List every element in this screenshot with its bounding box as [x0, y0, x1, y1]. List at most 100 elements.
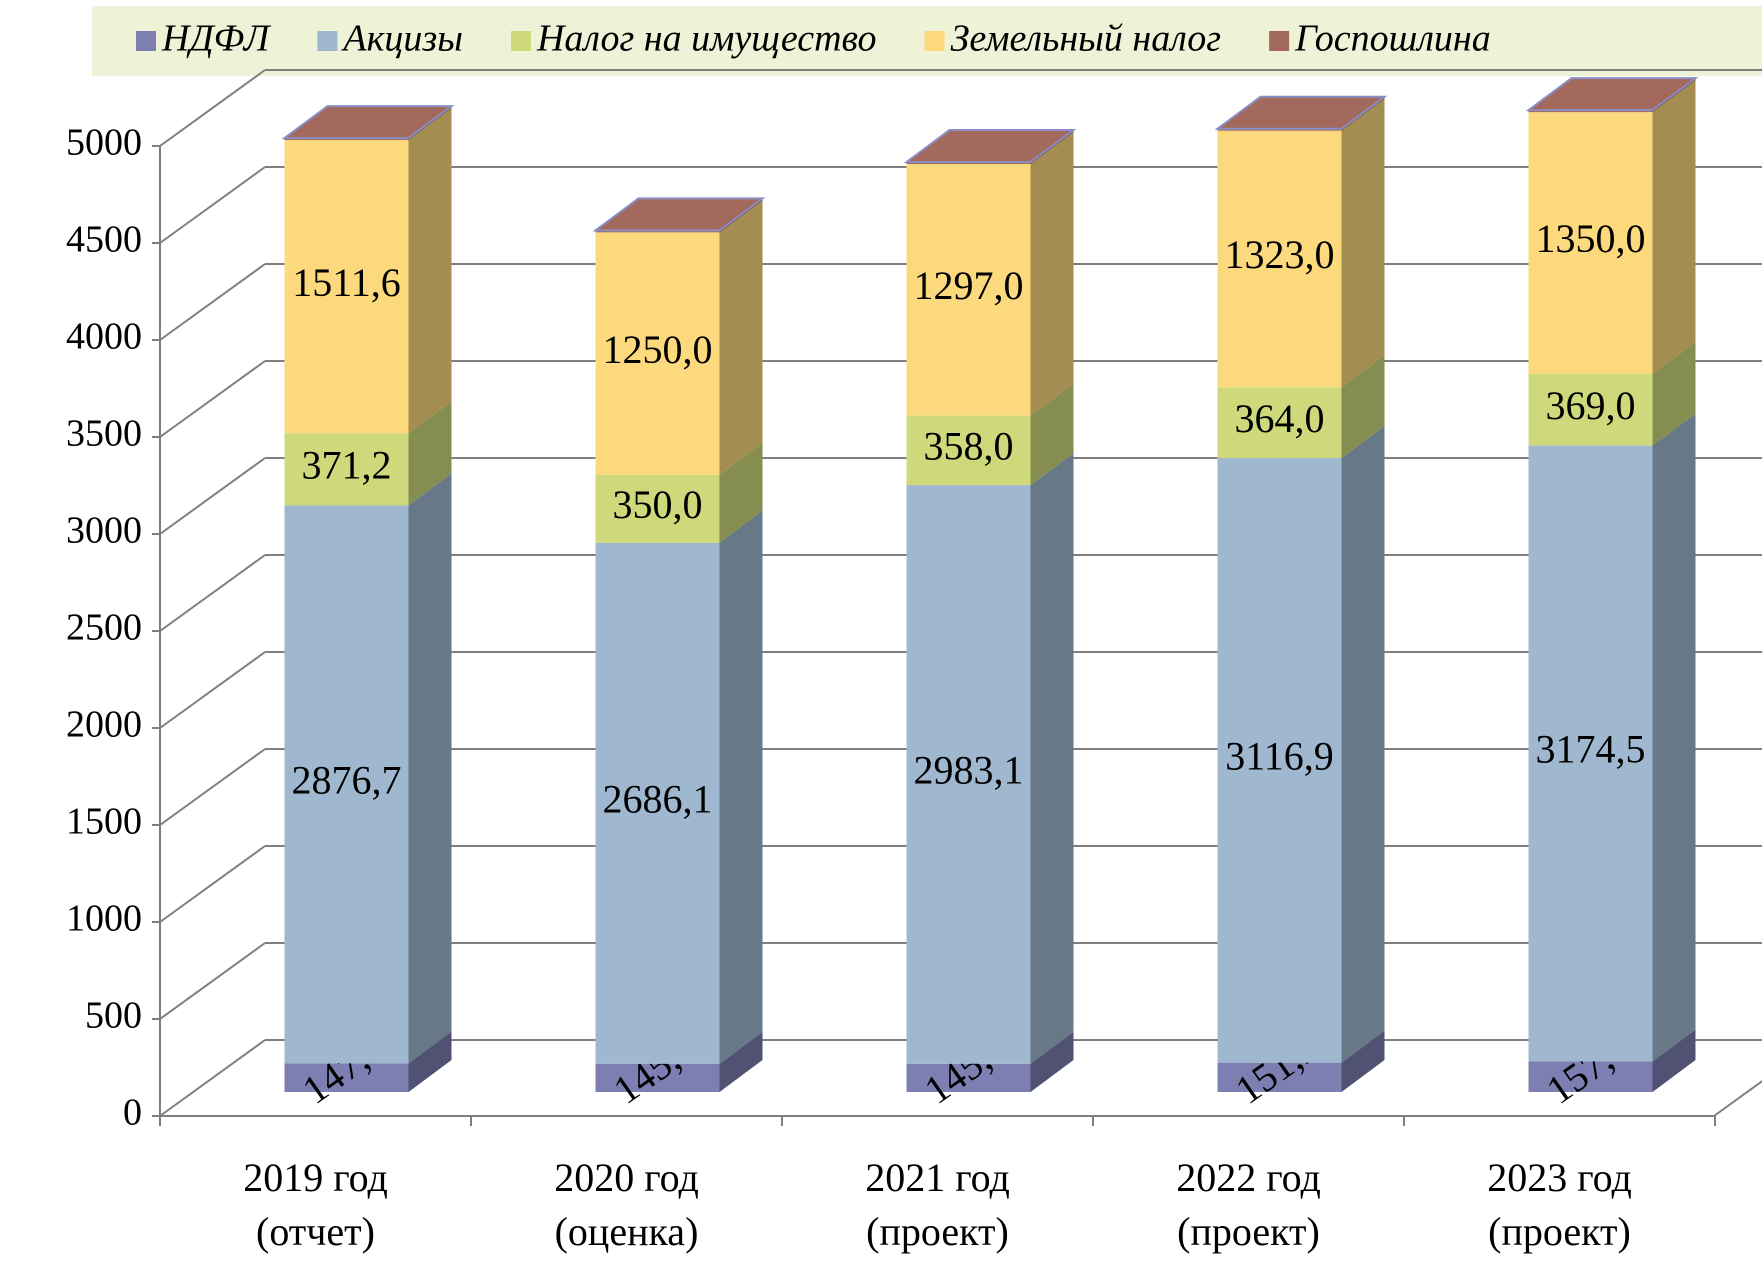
bar-side-shade	[1030, 1031, 1074, 1092]
grid-diagonal	[159, 360, 266, 438]
bar-segment	[1528, 112, 1653, 375]
y-tick-label: 4000	[66, 316, 142, 358]
bar-side-shade	[719, 442, 763, 543]
value-label: 1250,0	[603, 327, 713, 372]
bar-side-shade	[719, 510, 763, 1064]
bar-side	[1341, 98, 1385, 388]
legend-swatch	[510, 31, 531, 51]
bar-top	[1525, 77, 1699, 112]
bar-top	[281, 105, 455, 140]
legend-swatch	[317, 31, 338, 51]
legend-label: НДФЛ	[161, 18, 272, 60]
bar-segment	[595, 1063, 720, 1092]
bar-side-shade	[1030, 383, 1074, 486]
bar-side	[1652, 342, 1696, 446]
bar-side	[1030, 453, 1074, 1064]
value-label: 3174,5	[1536, 727, 1646, 772]
bar-side	[1341, 355, 1385, 458]
bar-side	[1030, 132, 1074, 416]
bar-segment	[1217, 457, 1342, 1063]
bar-segment	[1528, 1061, 1653, 1092]
bar-segment	[1217, 1062, 1342, 1092]
grid-diagonal	[159, 263, 266, 341]
bar-side-shade	[1652, 413, 1696, 1062]
value-label: 1350,0	[1536, 216, 1646, 261]
bar-segment	[1528, 445, 1653, 1062]
value-label: 1323,0	[1225, 232, 1335, 277]
bar-top	[592, 197, 766, 232]
grid-diagonal	[159, 166, 266, 244]
bar-side	[719, 442, 763, 543]
x-tick-label: 2023 год (проект)	[1487, 1155, 1632, 1254]
value-label: 369,0	[1546, 383, 1636, 428]
value-label: 1511,6	[292, 260, 401, 305]
value-label: 371,2	[302, 442, 392, 487]
bar-side	[408, 401, 452, 506]
bar-side-shade	[408, 473, 452, 1064]
bar-segment	[906, 164, 1031, 416]
value-label: 364,0	[1235, 396, 1325, 441]
y-tick-label: 1500	[66, 801, 142, 843]
value-label: 358,0	[924, 424, 1014, 469]
bar-side	[408, 473, 452, 1064]
x-tick-label: 2021 год (проект)	[865, 1155, 1010, 1254]
bar-segment	[1528, 374, 1653, 446]
value-label: 350,0	[613, 482, 703, 527]
bar-side-shade	[1652, 80, 1696, 375]
grid-diagonal	[159, 554, 266, 632]
bar-segment	[1217, 130, 1342, 388]
bar-side	[1652, 1029, 1696, 1092]
grid-diagonal	[159, 651, 266, 729]
value-label: 2876,7	[292, 758, 402, 803]
y-tick-label: 0	[123, 1092, 142, 1134]
bar-segment	[595, 542, 720, 1064]
y-tick-label: 3500	[66, 413, 142, 455]
grid-diagonal	[159, 942, 266, 1020]
bar-segment	[906, 485, 1031, 1064]
bar-segment	[284, 1063, 409, 1092]
grid-diagonal	[159, 457, 266, 535]
bar-side-shade	[1030, 132, 1074, 416]
bar-segment	[284, 433, 409, 506]
y-tick-label: 3000	[66, 510, 142, 552]
bar-side-shade	[1652, 1029, 1696, 1092]
value-label: 3116,9	[1225, 733, 1334, 778]
x-tick-label: 2022 год (проект)	[1176, 1155, 1321, 1254]
bar-side-shade	[408, 401, 452, 506]
y-tick-label: 2000	[66, 704, 142, 746]
legend-label: Земельный налог	[951, 18, 1222, 60]
y-tick-label: 5000	[66, 122, 142, 164]
bar-side	[408, 1031, 452, 1092]
bar-side	[1030, 1031, 1074, 1092]
value-label: 2686,1	[603, 776, 713, 821]
grid-diagonal	[159, 748, 266, 826]
x-tick-label: 2020 год (оценка)	[554, 1155, 699, 1254]
bar-segment	[906, 415, 1031, 486]
legend-label: Налог на имущество	[536, 18, 877, 60]
bar-side	[1341, 1030, 1385, 1092]
legend-label: Акцизы	[340, 18, 463, 60]
bar-side-shade	[1341, 1030, 1385, 1092]
y-tick-label: 1000	[66, 898, 142, 940]
bar-side-shade	[1030, 453, 1074, 1064]
legend: НДФЛ Акцизы Налог на имущество Земельный на…	[136, 18, 1491, 60]
bar-segment	[284, 140, 409, 434]
bar-side	[719, 1031, 763, 1092]
bar-side	[1030, 383, 1074, 486]
bar-side-shade	[719, 1031, 763, 1092]
bar-side-shade	[1341, 98, 1385, 388]
bar-side	[719, 510, 763, 1064]
bar-segment	[595, 232, 720, 475]
legend-swatch	[1269, 31, 1290, 51]
bar-side-shade	[408, 1031, 452, 1092]
bar-side-shade	[1341, 355, 1385, 458]
bar-segment	[906, 1063, 1031, 1092]
x-tick-label: 2019 год (отчет)	[243, 1155, 388, 1254]
y-tick-label: 2500	[66, 607, 142, 649]
y-tick-label: 500	[85, 995, 142, 1037]
value-label: 2983,1	[914, 748, 1024, 793]
bar-side	[1652, 80, 1696, 375]
bar-side-shade	[719, 200, 763, 475]
legend-label: Госпошлина	[1294, 18, 1491, 60]
